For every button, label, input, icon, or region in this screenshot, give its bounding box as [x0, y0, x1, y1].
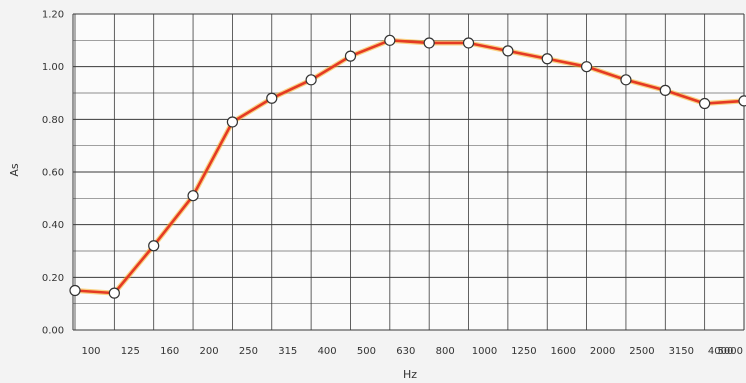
x-tick-label: 3150 [669, 346, 694, 357]
data-point [187, 190, 199, 202]
x-tick-label: 4000 [708, 346, 733, 357]
data-point [69, 284, 81, 297]
y-axis-title: As [8, 163, 21, 177]
y-tick-label: 1.00 [42, 62, 64, 73]
data-point [502, 45, 514, 57]
data-point [384, 34, 396, 46]
y-tick-label: 0.40 [42, 220, 64, 231]
x-tick-label: 125 [121, 346, 140, 357]
data-point [148, 240, 160, 252]
data-point [659, 84, 671, 96]
y-tick-label: 0.00 [42, 326, 64, 337]
x-tick-label: 250 [239, 346, 258, 357]
y-tick-label: 0.20 [42, 273, 64, 284]
x-tick-label: 5000 [718, 346, 743, 357]
data-point [699, 97, 711, 110]
x-tick-label: 800 [436, 346, 455, 357]
x-tick-label: 400 [318, 346, 337, 357]
data-point [541, 53, 553, 65]
x-tick-label: 315 [278, 346, 297, 357]
series-line [73, 39, 746, 295]
series-layer [69, 34, 746, 299]
x-tick-label: 2500 [629, 346, 654, 357]
x-tick-label: 500 [357, 346, 376, 357]
y-tick-labels: 0.00 0.20 0.40 0.60 0.80 1.00 1.20 [42, 10, 64, 337]
data-point [226, 116, 239, 128]
x-axis-title: Hz [403, 368, 417, 381]
x-tick-labels: 100 125 160 200 250 315 400 500 630 800 1000 1250 16… [81, 346, 743, 357]
x-tick-label: 100 [81, 346, 100, 357]
x-tick-label: 1000 [472, 346, 497, 357]
data-point [462, 37, 475, 49]
x-tick-label: 1250 [511, 346, 536, 357]
data-point [344, 50, 357, 62]
data-point [423, 37, 435, 49]
data-point [305, 74, 317, 86]
y-tick-label: 0.60 [42, 168, 64, 179]
x-tick-label: 630 [396, 346, 415, 357]
x-tick-label: 200 [200, 346, 219, 357]
data-point [108, 287, 120, 299]
y-tick-label: 0.80 [42, 115, 64, 126]
x-tick-label: 1600 [551, 346, 576, 357]
data-point [738, 95, 746, 107]
grid-lines [72, 13, 745, 331]
x-tick-label: 160 [160, 346, 179, 357]
data-point [620, 74, 632, 86]
y-tick-label: 1.20 [42, 10, 64, 21]
data-point [266, 92, 278, 104]
data-point [580, 61, 593, 73]
x-tick-label: 2000 [590, 346, 615, 357]
